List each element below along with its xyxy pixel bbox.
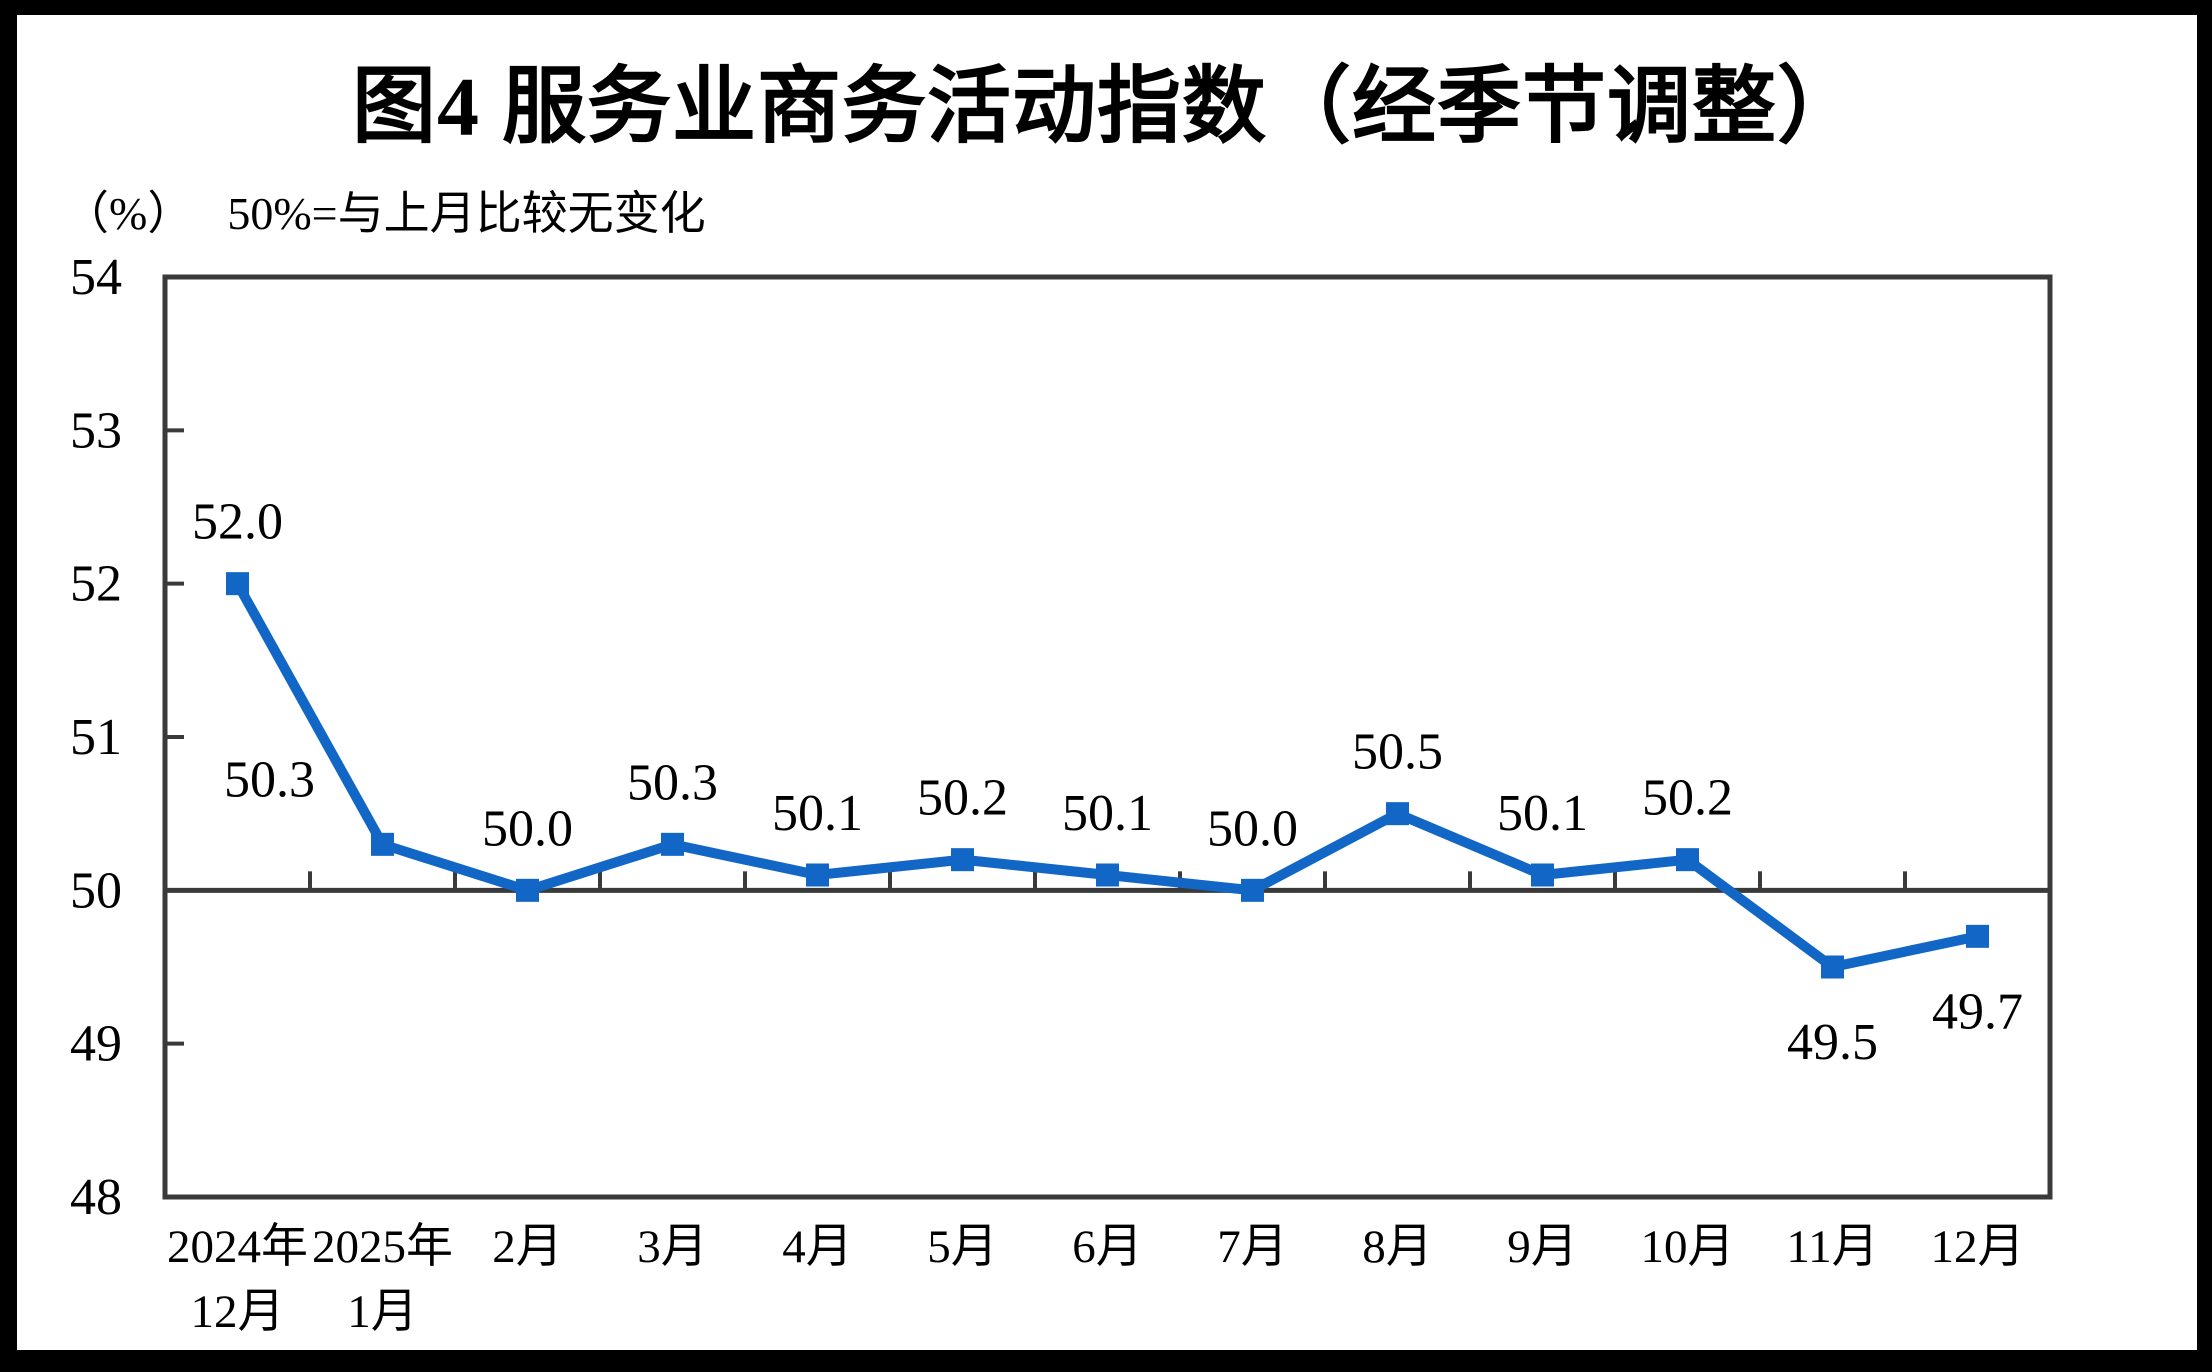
- data-label: 50.5: [1352, 724, 1443, 781]
- x-tick-label: 3月: [637, 1221, 708, 1273]
- data-point: [226, 572, 249, 596]
- y-tick-label: 51: [70, 709, 122, 766]
- data-label: 50.1: [1062, 785, 1153, 842]
- data-point: [661, 832, 684, 856]
- y-tick-label: 53: [70, 402, 122, 459]
- data-label: 50.0: [482, 800, 573, 857]
- x-tick-label: 7月: [1217, 1221, 1288, 1273]
- x-tick-label: 10月: [1641, 1221, 1735, 1273]
- data-label: 50.1: [772, 785, 863, 842]
- x-tick-label: 2月: [492, 1221, 563, 1273]
- x-tick-label: 8月: [1362, 1221, 1433, 1273]
- x-tick-label: 2025年: [312, 1221, 453, 1273]
- data-point: [1096, 863, 1119, 887]
- data-label: 50.3: [627, 754, 718, 811]
- x-tick-label: 6月: [1072, 1221, 1143, 1273]
- chart-subtitle: （%） 50%=与上月比较无变化: [63, 177, 706, 243]
- y-tick-label: 50: [70, 862, 122, 919]
- data-label: 50.0: [1207, 800, 1298, 857]
- y-tick-label: 54: [70, 249, 122, 306]
- data-label: 50.3: [224, 751, 315, 808]
- x-tick-label: 4月: [782, 1221, 853, 1273]
- data-point: [951, 848, 974, 872]
- chart-title: 图4 服务业商务活动指数（经季节调整）: [351, 61, 1862, 154]
- data-label: 49.7: [1932, 983, 2023, 1040]
- data-point: [1531, 863, 1554, 887]
- data-point: [806, 863, 829, 887]
- data-point: [516, 878, 539, 902]
- data-label: 50.1: [1497, 785, 1588, 842]
- x-tick-label: 1月: [347, 1286, 418, 1338]
- data-point: [1966, 924, 1989, 948]
- y-tick-label: 52: [70, 556, 122, 613]
- data-label: 50.2: [917, 770, 1008, 827]
- x-tick-label: 9月: [1507, 1221, 1578, 1273]
- plot-border: [162, 274, 2053, 1200]
- x-tick-label: 11月: [1786, 1221, 1878, 1273]
- data-label: 52.0: [192, 494, 283, 551]
- y-tick-label: 48: [70, 1169, 122, 1226]
- x-tick-label: 12月: [191, 1286, 285, 1338]
- data-label: 50.2: [1642, 770, 1733, 827]
- data-point: [371, 832, 394, 856]
- data-point: [1386, 802, 1409, 826]
- x-tick-label: 2024年: [167, 1221, 308, 1273]
- axis-unit-label: （%）: [63, 188, 194, 239]
- data-point: [1241, 878, 1264, 902]
- x-tick-label: 5月: [927, 1221, 998, 1273]
- data-point: [1821, 955, 1844, 979]
- data-label: 49.5: [1787, 1014, 1878, 1071]
- data-point: [1676, 848, 1699, 872]
- y-tick-label: 49: [70, 1016, 122, 1073]
- x-tick-label: 12月: [1931, 1221, 2025, 1273]
- figure-canvas: 图4 服务业商务活动指数（经季节调整） （%） 50%=与上月比较无变化: [17, 15, 2197, 1350]
- baseline-note: 50%=与上月比较无变化: [227, 188, 706, 239]
